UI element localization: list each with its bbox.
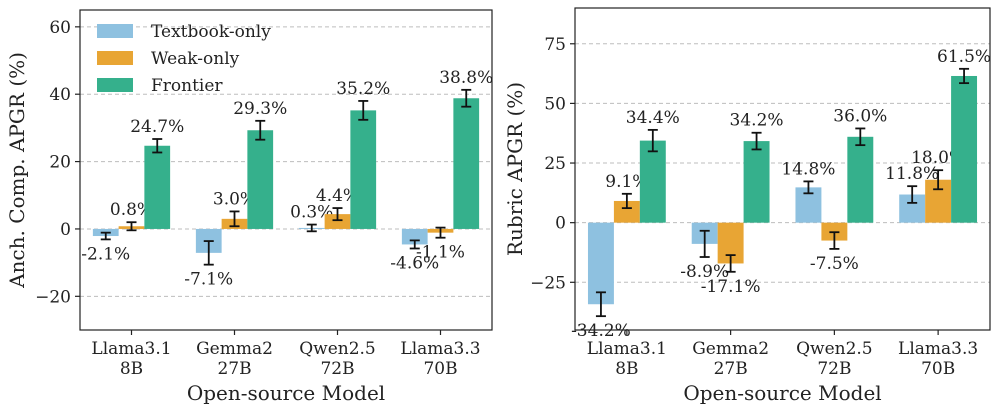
bar-frontier-llama3-1 bbox=[639, 140, 666, 223]
bar-frontier-gemma2 bbox=[743, 141, 770, 223]
data-label: -8.9% bbox=[680, 262, 729, 282]
bar-frontier-qwen2-5 bbox=[847, 136, 874, 223]
bar-weak-only-llama3-1 bbox=[613, 200, 640, 223]
data-label: -17.1% bbox=[701, 277, 761, 297]
bar-frontier-llama3-1 bbox=[144, 145, 171, 229]
data-label: 61.5% bbox=[937, 47, 991, 67]
data-label: 11.8% bbox=[885, 164, 939, 184]
y-tick-label: 0 bbox=[60, 220, 71, 240]
bar-frontier-gemma2 bbox=[247, 130, 274, 229]
data-label: 4.4% bbox=[316, 186, 359, 206]
y-tick-label: 75 bbox=[544, 35, 566, 55]
x-tick-label: 72B bbox=[817, 359, 851, 379]
data-label: -2.1% bbox=[81, 244, 130, 264]
x-tick-label: 8B bbox=[615, 359, 638, 379]
y-tick-label: 40 bbox=[49, 85, 71, 105]
data-label: 14.8% bbox=[781, 159, 835, 179]
x-tick-label: 70B bbox=[921, 359, 955, 379]
plot-frame bbox=[574, 7, 991, 331]
bar-frontier-llama3-3 bbox=[951, 75, 978, 223]
bar-textbook-only-llama3-3 bbox=[401, 228, 428, 245]
data-label: 24.7% bbox=[130, 117, 184, 137]
y-tick-label: 50 bbox=[544, 94, 566, 114]
x-axis-label: Open-source Model bbox=[683, 381, 881, 405]
legend-swatch-frontier bbox=[97, 78, 133, 92]
chart-panel-2: −25 0 25 50 75 -34.2% 9.1% 34.4% Llama3.18B -8.9%… bbox=[503, 7, 991, 405]
data-label: 34.4% bbox=[626, 108, 680, 128]
data-label: 35.2% bbox=[336, 79, 390, 99]
x-tick-label: Llama3.1 bbox=[91, 339, 171, 359]
data-label: 34.2% bbox=[730, 111, 784, 131]
bar-textbook-only-llama3-1 bbox=[587, 222, 614, 305]
data-label: 0.8% bbox=[110, 200, 153, 220]
legend-label-frontier: Frontier bbox=[151, 76, 223, 96]
x-tick-label: Llama3.1 bbox=[587, 339, 667, 359]
plot-frame bbox=[79, 9, 493, 331]
y-tick-label: −25 bbox=[530, 273, 566, 293]
y-tick-label: 60 bbox=[49, 18, 71, 38]
bar-frontier-qwen2-5 bbox=[350, 110, 377, 229]
data-label: -7.1% bbox=[184, 270, 233, 290]
y-tick-label: 0 bbox=[555, 214, 566, 234]
legend-swatch-weak-only bbox=[97, 51, 133, 65]
data-label: 9.1% bbox=[605, 172, 648, 192]
data-label: 3.0% bbox=[213, 189, 256, 209]
x-tick-label: 27B bbox=[217, 359, 251, 379]
legend-label-weak-only: Weak-only bbox=[151, 49, 240, 69]
data-label: 0.3% bbox=[290, 203, 333, 223]
x-tick-label: 70B bbox=[423, 359, 457, 379]
data-label: 38.8% bbox=[439, 68, 493, 88]
data-label: 29.3% bbox=[233, 99, 287, 119]
data-label: 36.0% bbox=[833, 106, 887, 126]
data-label: -4.6% bbox=[390, 253, 439, 273]
bar-frontier-llama3-3 bbox=[453, 98, 480, 229]
x-axis-label: Open-source Model bbox=[187, 381, 385, 405]
chart-panel-1: −20 0 20 40 60 -2.1% 0.8% 24.7% Llama3.18B -7.1% 3… bbox=[5, 9, 493, 405]
legend-label-textbook-only: Textbook-only bbox=[151, 22, 271, 42]
x-tick-label: Llama3.3 bbox=[898, 339, 978, 359]
y-axis-label: Anch. Comp. APGR (%) bbox=[5, 52, 29, 289]
x-tick-label: Gemma2 bbox=[692, 339, 769, 359]
x-tick-label: Llama3.3 bbox=[400, 339, 480, 359]
y-tick-label: 25 bbox=[544, 154, 566, 174]
legend: Textbook-only Weak-only Frontier bbox=[97, 22, 271, 96]
x-tick-label: Gemma2 bbox=[196, 339, 273, 359]
x-tick-label: Qwen2.5 bbox=[299, 339, 376, 359]
y-tick-label: 20 bbox=[49, 153, 71, 173]
data-label: -1.1% bbox=[416, 243, 465, 263]
y-axis-label: Rubric APGR (%) bbox=[503, 82, 527, 256]
data-label: -34.2% bbox=[571, 321, 631, 341]
x-tick-label: 8B bbox=[120, 359, 143, 379]
y-tick-label: −20 bbox=[35, 287, 71, 307]
x-tick-label: 72B bbox=[320, 359, 354, 379]
x-tick-label: Qwen2.5 bbox=[796, 339, 873, 359]
legend-swatch-textbook-only bbox=[97, 24, 133, 38]
bar-weak-only-qwen2-5 bbox=[324, 214, 351, 229]
x-tick-label: 27B bbox=[714, 359, 748, 379]
data-label: -7.5% bbox=[810, 254, 859, 274]
